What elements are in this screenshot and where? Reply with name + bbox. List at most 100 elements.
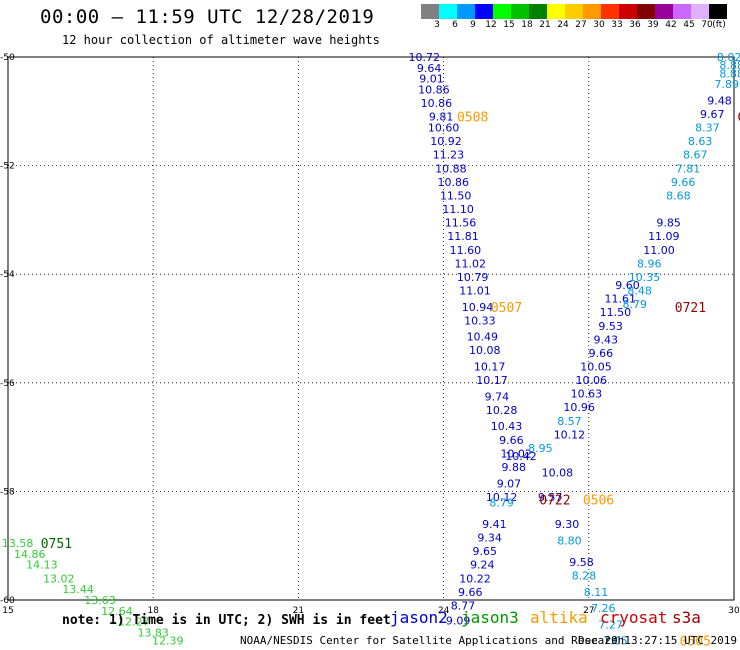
latitude-tick-label: -58 [0,487,15,497]
latitude-tick-label: -56 [0,379,15,389]
wave-height-label: 8.77 [451,599,476,612]
chart-subtitle: 12 hour collection of altimeter wave hei… [62,33,380,47]
wave-height-label: 9.07 [497,477,522,490]
wave-height-label: 9.66 [458,586,483,599]
wave-height-label: 9.57 [538,491,563,504]
latitude-tick-label: -52 [0,162,15,172]
legend-label: 30 [593,20,605,30]
wave-height-label: 11.23 [433,149,465,162]
legend-swatch [529,4,547,19]
wave-height-label: 10.79 [457,271,489,284]
wave-height-label: 10.08 [469,344,501,357]
wave-height-label: 13.44 [62,583,94,596]
wave-height-label: 10.22 [459,572,491,585]
wave-height-label: 10.17 [476,374,508,387]
wave-height-label: 9.53 [598,320,623,333]
longitude-tick-label: 21 [293,606,304,616]
wave-height-label: 9.66 [499,434,524,447]
wave-height-label: 10.12 [486,491,518,504]
wave-height-label: 9.09 [446,615,471,628]
wave-height-label: 10.86 [438,176,470,189]
legend-label: 33 [611,20,623,30]
wave-height-label: 8.88 [719,59,740,72]
pass-time-label: 0505 [680,635,711,650]
wave-height-label: 8.95 [528,442,553,455]
legend-swatch [439,4,457,19]
longitude-tick-label: 30 [728,606,740,616]
wave-height-label: 12.39 [152,635,184,648]
wave-height-label: 9.60 [615,279,640,292]
wave-height-label: 10.49 [467,331,499,344]
wave-height-label: 10.17 [474,361,506,374]
satellite-name: altika [530,608,588,627]
wave-height-label: 10.02 [500,447,532,460]
footer-credit: NOAA/NESDIS Center for Satellite Applica… [240,634,625,647]
latitude-tick-label: -54 [0,270,15,280]
wave-height-label: 11.81 [447,230,479,243]
wave-height-label: 8.80 [557,534,582,547]
legend-swatch [691,4,709,19]
wave-height-label: 8.68 [666,189,691,202]
wave-height-label: 7.89 [714,78,739,91]
wave-height-label: 9.43 [593,333,618,346]
legend-label: 18 [521,20,533,30]
wave-height-label: 11.50 [600,306,632,319]
legend-label: 39 [647,20,659,30]
wave-height-label: 9.58 [569,556,594,569]
wave-height-label: 8.63 [688,135,713,148]
wave-height-label: 8.96 [637,257,662,270]
legend-label: 12 [485,20,497,30]
longitude-tick-label: 15 [2,606,13,616]
wave-height-label: 8.02 [717,51,740,64]
legend-swatch [709,4,727,19]
longitude-tick-label: 24 [438,606,450,616]
wave-height-label: 9.81 [429,111,454,124]
legend-label: 42 [665,20,677,30]
wave-height-label: 8.67 [683,149,708,162]
wave-height-label: 7.81 [676,162,701,175]
legend-unit: (ft) [712,20,726,30]
satellite-name: cryosat [600,608,668,627]
wave-height-label: 14.13 [26,559,58,572]
wave-height-label: 10.86 [421,97,453,110]
wave-height-label: 9.88 [502,461,527,474]
wave-height-label: 8.57 [557,415,582,428]
wave-height-label: 11.01 [459,284,491,297]
wave-height-label: 13.02 [43,572,75,585]
legend-labels: 3 6 9 12 15 18 21 24 27 30 33 36 39 42 45 70 (ft) [421,19,727,33]
legend-label: 27 [575,20,587,30]
color-legend: 3 6 9 12 15 18 21 24 27 30 33 36 39 42 45 70 (ft) [421,4,727,33]
legend-swatch [547,4,565,19]
legend-label: 36 [629,20,641,30]
wave-height-label: 9.41 [482,518,507,531]
wave-height-label: 8.79 [623,298,648,311]
legend-label: 3 [434,20,440,30]
pass-time-label: 0507 [491,301,522,316]
plot-frame [7,56,735,601]
wave-height-label: 8.11 [584,586,609,599]
wave-height-label: 13.58 [2,537,34,550]
wave-height-label: 9.65 [472,545,497,558]
wave-height-label: 11.02 [454,257,486,270]
wave-height-label: 10.43 [491,420,523,433]
wave-height-label: 11.00 [643,244,675,257]
legend-swatch [601,4,619,19]
legend-swatch [637,4,655,19]
legend-swatch [655,4,673,19]
pass-time-label: 0721 [675,301,706,316]
satellite-name: jason3 [461,608,519,627]
longitude-tick-label: 27 [583,606,594,616]
wave-height-label: 10.35 [629,271,661,284]
wave-height-label: 14.86 [14,548,46,561]
wave-height-label: 11.09 [648,230,680,243]
wave-height-label: 8.48 [627,284,652,297]
legend-label: 70 [701,20,713,30]
wave-height-label: 9.34 [477,532,502,545]
pass-time-label: C [737,111,740,126]
wave-height-label: 9.24 [470,559,495,572]
wave-height-label: 12.64 [101,605,133,618]
pass-time-label: 0722 [539,494,570,509]
wave-height-label: 11.50 [440,189,472,202]
wave-height-label: 10.96 [563,401,595,414]
